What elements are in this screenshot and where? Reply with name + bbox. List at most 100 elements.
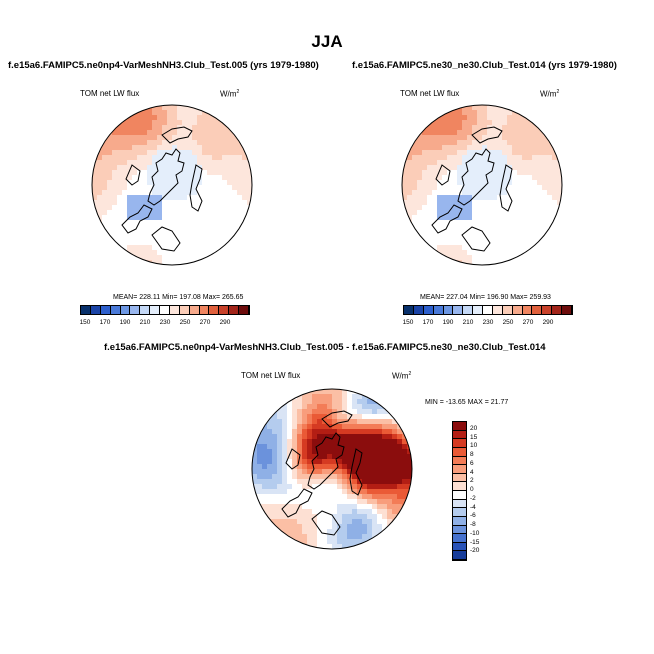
data-cell [257,464,263,470]
data-cell [492,200,498,206]
data-cell [382,419,388,425]
panel-2-units: W/m2 [540,89,560,99]
colorbar-tick-label: 8 [470,451,474,458]
data-cell [172,150,178,156]
data-cell [152,200,158,206]
data-cell [157,235,163,241]
data-cell [432,160,438,166]
data-cell [537,210,543,216]
data-cell [302,494,308,500]
data-cell [297,459,303,465]
data-cell [187,175,193,181]
data-cell [342,459,348,465]
data-cell [252,454,258,460]
data-cell [377,504,383,510]
data-cell [482,230,488,236]
data-cell [377,489,383,495]
data-cell [362,494,368,500]
data-cell [412,255,418,261]
data-cell [317,494,323,500]
data-cell [257,519,263,525]
data-cell [432,185,438,191]
data-cell [462,140,468,146]
data-cell [182,210,188,216]
data-cell [462,115,468,121]
data-cell [477,260,483,265]
data-cell [437,115,443,121]
data-cell [212,190,218,196]
data-cell [412,150,418,156]
data-cell [267,404,273,410]
data-cell [312,539,318,545]
data-cell [452,145,458,151]
data-cell [207,200,213,206]
data-cell [102,170,108,176]
data-cell [182,110,188,116]
data-cell [152,255,158,261]
data-cell [122,140,128,146]
data-cell [127,245,133,251]
data-cell [217,135,223,141]
data-cell [212,245,218,251]
data-cell [282,529,288,535]
data-cell [267,514,273,520]
data-cell [182,180,188,186]
data-cell [282,469,288,475]
data-cell [367,429,373,435]
data-cell [472,165,478,171]
data-cell [102,240,108,246]
data-cell [332,539,338,545]
data-cell [222,140,228,146]
data-cell [232,245,238,251]
data-cell [542,230,548,236]
data-cell [402,105,408,111]
data-cell [102,120,108,126]
data-cell [202,245,208,251]
data-cell [222,105,228,111]
coastline [457,148,495,206]
data-cell [327,519,333,525]
data-cell [252,474,258,480]
data-cell [402,389,408,395]
data-cell [272,474,278,480]
data-cell [242,240,248,246]
data-cell [317,539,323,545]
data-cell [412,195,418,201]
data-cell [177,115,183,121]
data-cell [197,155,203,161]
data-cell [427,210,433,216]
data-cell [397,444,403,450]
data-cell [497,255,503,261]
data-cell [442,155,448,161]
data-cell [377,444,383,450]
data-cell [522,150,528,156]
data-cell [227,235,233,241]
data-cell [432,260,438,265]
data-cell [387,474,393,480]
data-cell [187,115,193,121]
data-cell [187,130,193,136]
data-cell [467,250,473,256]
data-cell [512,145,518,151]
data-cell [122,155,128,161]
data-cell [152,235,158,241]
colorbar-swatch [229,306,239,314]
data-cell [312,469,318,475]
data-cell [162,175,168,181]
data-cell [362,544,368,549]
data-cell [272,484,278,490]
data-cell [412,105,418,111]
data-cell [282,419,288,425]
data-cell [302,434,308,440]
data-cell [552,105,558,111]
data-cell [207,260,213,265]
data-cell [327,474,333,480]
data-cell [412,170,418,176]
data-cell [442,240,448,246]
data-cell [287,544,293,549]
data-cell [297,534,303,540]
data-cell [247,255,252,261]
data-cell [512,185,518,191]
data-cell [332,419,338,425]
data-cell [307,524,313,530]
